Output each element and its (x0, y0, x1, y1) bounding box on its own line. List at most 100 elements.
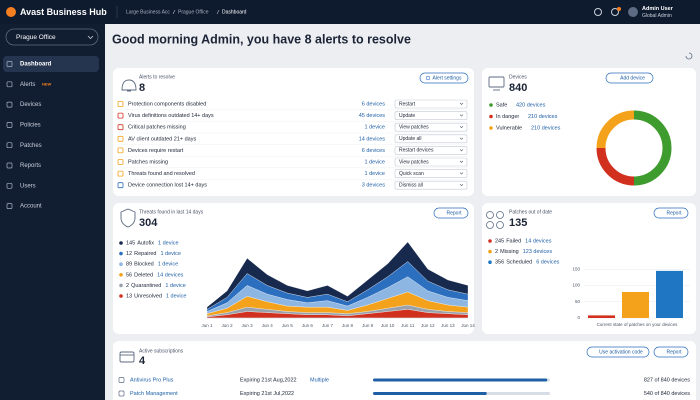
button-label[interactable]: Report (446, 211, 462, 217)
action-label[interactable]: View patches (399, 125, 429, 131)
legend-dot (489, 126, 493, 130)
alert-devices[interactable]: 6 devices (362, 148, 385, 154)
legend-dot (119, 241, 123, 245)
action-label[interactable]: Update (399, 113, 415, 119)
card-count: 304 (139, 217, 158, 229)
action-label[interactable]: Quick scan (399, 171, 424, 177)
action-select[interactable] (394, 169, 468, 178)
top-bar (0, 0, 700, 24)
button-label[interactable]: Report (666, 350, 682, 356)
action-label[interactable]: View patches (399, 159, 429, 165)
action-select[interactable] (394, 134, 468, 144)
legend-devices[interactable]: 6 devices (536, 260, 559, 266)
breadcrumb[interactable]: Prague Office (178, 9, 209, 15)
refresh-icon[interactable] (685, 52, 693, 60)
product-name[interactable]: Antivirus Pro Plus (130, 377, 174, 383)
menu-item[interactable]: Patches (20, 143, 42, 149)
legend-dot (119, 283, 123, 288)
button-label[interactable]: Report (666, 211, 682, 217)
legend-label: Safe (496, 102, 507, 108)
breadcrumb[interactable]: Large Business Acc (126, 9, 170, 15)
y-tick-label: 50 (575, 299, 581, 304)
alerts-card (113, 68, 474, 196)
button[interactable] (586, 346, 650, 358)
select-chevron (459, 149, 464, 152)
menu-item[interactable]: Reports (20, 163, 41, 169)
menu-item[interactable]: Policies (20, 122, 41, 128)
action-select[interactable] (394, 180, 468, 190)
donut-segment (596, 110, 635, 149)
legend-devices[interactable]: 14 devices (525, 238, 552, 244)
card-count: 135 (509, 217, 527, 229)
legend-label: Quarantined (131, 283, 161, 289)
legend-value[interactable]: 420 devices (516, 102, 546, 108)
alert-icon (117, 124, 124, 131)
card-icon (119, 351, 135, 363)
alert-label: Protection components disabled (128, 101, 206, 107)
alert-devices[interactable]: 1 device (365, 171, 386, 177)
alert-devices[interactable]: 1 device (365, 159, 386, 165)
button-label[interactable]: Alert settings (433, 76, 462, 82)
button[interactable] (653, 207, 689, 219)
alert-label: Critical patches missing (128, 125, 186, 131)
legend-dot (489, 114, 493, 119)
button-label[interactable]: Add device (620, 76, 645, 82)
seats[interactable]: Multiple (310, 377, 329, 383)
menu-item[interactable]: Alerts (20, 82, 35, 88)
alert-devices[interactable]: 14 devices (359, 136, 386, 142)
legend-value[interactable]: 210 devices (528, 114, 558, 120)
card-title: Alerts to resolve (139, 74, 175, 80)
alert-icon (117, 112, 124, 119)
menu-icon (6, 122, 13, 128)
action-select[interactable] (394, 157, 468, 167)
legend-label: Scheduled (506, 260, 532, 266)
legend-devices[interactable]: 1 device (158, 240, 179, 246)
action-select[interactable] (394, 146, 468, 155)
legend-devices[interactable]: 14 devices (157, 272, 184, 278)
legend-devices[interactable]: 1 device (166, 293, 187, 299)
avatar[interactable] (628, 7, 638, 17)
action-label[interactable]: Restart devices (399, 148, 434, 154)
logo-icon (6, 7, 16, 17)
menu-item[interactable]: Devices (20, 102, 41, 108)
menu-item[interactable]: Account (20, 204, 42, 210)
patch-icon (496, 211, 504, 219)
alert-devices[interactable]: 1 device (365, 125, 386, 131)
card-count: 8 (139, 82, 145, 94)
chevron (87, 35, 94, 40)
menu-item[interactable]: Users (20, 183, 36, 189)
x-tick-label: Jun 8 (342, 323, 354, 328)
settings-icon[interactable] (594, 8, 602, 16)
legend-devices[interactable]: 123 devices (523, 249, 553, 255)
notifications-icon[interactable] (611, 8, 619, 16)
legend-devices[interactable]: 1 device (165, 283, 186, 289)
action-select[interactable] (394, 122, 468, 132)
legend-devices[interactable]: 1 device (158, 262, 179, 268)
action-label[interactable]: Restart (399, 101, 416, 107)
button[interactable] (605, 72, 654, 84)
alert-icon (117, 101, 124, 107)
breadcrumb-separator (216, 9, 220, 15)
legend-count: 145 (126, 240, 135, 246)
product-name[interactable]: Patch Management (130, 391, 178, 397)
action-select[interactable] (394, 99, 468, 109)
legend-dot (119, 273, 123, 277)
action-label[interactable]: Update all (399, 136, 422, 142)
alert-devices[interactable]: 6 devices (362, 101, 385, 107)
button[interactable] (433, 207, 469, 219)
alert-devices[interactable]: 45 devices (359, 113, 386, 119)
legend-devices[interactable]: 1 device (160, 251, 181, 257)
legend-label: Autofix (137, 240, 154, 246)
legend-count: 13 (126, 293, 132, 299)
action-label[interactable]: Dismiss all (399, 183, 423, 189)
menu-item[interactable]: Dashboard (20, 62, 52, 68)
button[interactable] (653, 346, 689, 358)
alert-devices[interactable]: 3 devices (362, 183, 385, 189)
legend-value[interactable]: 210 devices (531, 125, 561, 131)
legend-label: Vulnerable (496, 125, 522, 131)
button[interactable] (419, 72, 469, 84)
action-select[interactable] (394, 111, 468, 120)
site-selector[interactable] (5, 28, 99, 46)
site-name[interactable]: Prague Office (16, 34, 56, 41)
button-label[interactable]: Use activation code (599, 350, 643, 356)
